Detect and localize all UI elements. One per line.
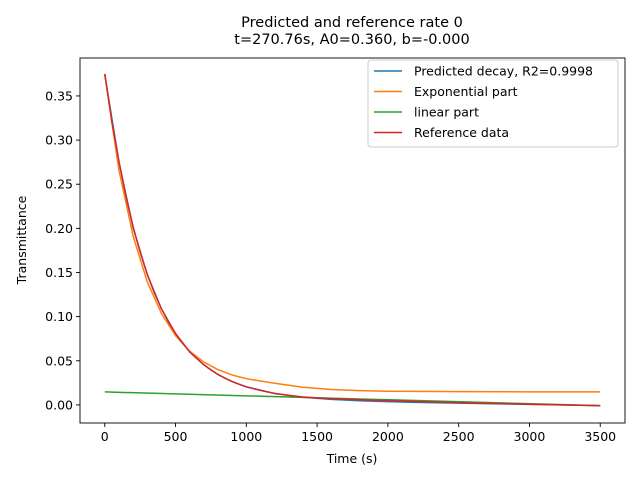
plot-frame bbox=[79, 57, 626, 424]
x-tick-label: 500 bbox=[164, 429, 188, 444]
legend-entry-label: Reference data bbox=[414, 125, 509, 140]
legend-entry-label: Exponential part bbox=[414, 84, 518, 99]
chart-subtitle: t=270.76s, A0=0.360, b=-0.000 bbox=[234, 32, 469, 48]
legend-entry-label: Predicted decay, R2=0.9998 bbox=[414, 64, 593, 79]
y-tick-label: 0.25 bbox=[45, 177, 73, 192]
series-line-1 bbox=[104, 74, 601, 393]
x-tick-label: 1000 bbox=[230, 429, 262, 444]
y-tick-label: 0.10 bbox=[45, 309, 73, 324]
chart-title-group: Predicted and reference rate 0 t=270.76s… bbox=[234, 15, 469, 48]
x-tick-label: 2000 bbox=[372, 429, 404, 444]
y-tick-label: 0.00 bbox=[45, 397, 73, 412]
y-axis: 0.00 0.05 0.10 0.15 0.20 0.25 0.30 0.35 bbox=[45, 88, 80, 412]
y-tick-label: 0.30 bbox=[45, 133, 73, 148]
legend: Predicted decay, R2=0.9998 Exponential pa… bbox=[367, 59, 619, 148]
legend-items: Predicted decay, R2=0.9998 Exponential pa… bbox=[374, 64, 593, 140]
y-axis-label: Transmittance bbox=[14, 195, 29, 285]
chart-title: Predicted and reference rate 0 bbox=[241, 15, 463, 31]
y-tick-label: 0.35 bbox=[45, 88, 73, 103]
x-tick-label: 3000 bbox=[514, 429, 546, 444]
y-tick-label: 0.05 bbox=[45, 353, 73, 368]
x-tick-label: 1500 bbox=[301, 429, 333, 444]
x-tick-label: 2500 bbox=[443, 429, 475, 444]
x-tick-label: 0 bbox=[101, 429, 109, 444]
legend-entry-label: linear part bbox=[414, 105, 479, 120]
y-tick-label: 0.15 bbox=[45, 265, 73, 280]
y-tick-label: 0.20 bbox=[45, 221, 73, 236]
series-layer bbox=[104, 73, 601, 407]
x-axis-label: Time (s) bbox=[326, 451, 378, 466]
x-tick-label: 3500 bbox=[584, 429, 616, 444]
series-line-3 bbox=[104, 73, 601, 407]
legend-box bbox=[367, 59, 619, 148]
x-axis: 0 500 1000 1500 2000 2500 3000 3500 bbox=[101, 423, 616, 444]
